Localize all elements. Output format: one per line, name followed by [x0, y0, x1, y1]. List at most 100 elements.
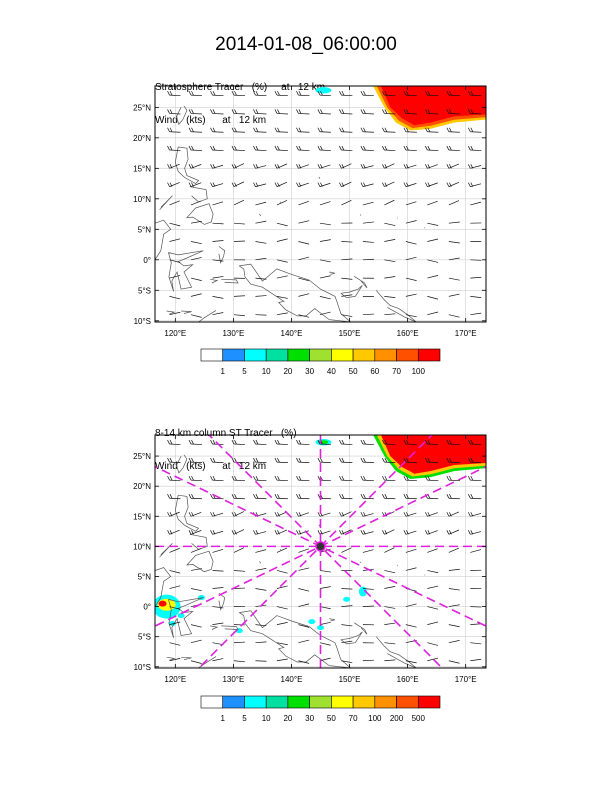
wind-barb-feather	[406, 439, 409, 445]
colorbar-label: 500	[412, 714, 426, 723]
wind-barb	[276, 296, 288, 299]
tracer-patch-core	[158, 600, 167, 607]
wind-barb-feather	[231, 109, 235, 114]
wind-barb	[233, 570, 245, 572]
wind-barb-feather	[255, 90, 259, 96]
wind-barb	[169, 94, 181, 97]
wind-barb-feather	[384, 127, 388, 132]
tracer-speck	[343, 596, 351, 602]
wind-barb	[341, 181, 352, 187]
wind-barb-feather	[339, 127, 342, 132]
wind-barb	[362, 531, 374, 535]
coastline	[396, 217, 398, 219]
wind-barb-feather	[360, 475, 364, 481]
wind-barb-feather	[363, 512, 366, 517]
wind-barb-feather	[363, 439, 366, 445]
wind-barb	[470, 131, 482, 133]
wind-barb-feather	[274, 530, 278, 535]
wind-barb-feather	[169, 530, 173, 535]
wind-barb	[362, 497, 374, 500]
wind-barb	[255, 641, 267, 644]
coastline	[186, 203, 214, 225]
wind-barb-feather	[403, 109, 407, 114]
wind-barb	[341, 640, 353, 644]
wind-barb	[448, 163, 460, 169]
coastline	[198, 656, 217, 668]
colorbar-swatch	[374, 348, 397, 362]
wind-barb	[470, 642, 482, 645]
wind-barb	[276, 461, 288, 463]
wind-barb-feather	[446, 530, 450, 535]
wind-barb-feather	[212, 145, 216, 151]
coastline	[166, 310, 176, 315]
wind-barb-feather	[167, 182, 170, 187]
wind-barb-feather	[274, 182, 278, 187]
wind-barb-feather	[277, 457, 280, 463]
coastline	[210, 625, 219, 630]
wind-barb	[319, 497, 331, 500]
wind-barb	[319, 606, 331, 610]
wind-barb-feather	[188, 457, 192, 463]
wind-barb-feather	[427, 182, 431, 187]
wind-barb-feather	[425, 109, 428, 114]
wind-barb	[448, 293, 460, 297]
wind-barb-feather	[253, 457, 256, 463]
wind-barb	[405, 94, 417, 97]
wind-barb-feather	[298, 512, 302, 517]
wind-barb-feather	[191, 109, 194, 114]
y-tick-label: 5°N	[138, 225, 152, 234]
wind-barb	[427, 642, 439, 646]
wind-barb-feather	[384, 109, 388, 114]
wind-barb	[341, 605, 353, 607]
wind-barb-feather	[360, 439, 364, 445]
wind-barb	[276, 238, 288, 242]
wind-barb	[190, 660, 202, 664]
wind-barb	[341, 149, 353, 151]
wind-barb	[276, 443, 288, 445]
wind-barb	[255, 94, 267, 97]
wind-barb	[362, 549, 374, 553]
wind-barb	[169, 658, 181, 662]
wind-barb	[362, 94, 374, 97]
wind-barb	[405, 530, 417, 535]
wind-barb-feather	[296, 145, 299, 151]
colorbar-label: 5	[242, 714, 247, 723]
wind-barb-feather	[277, 90, 280, 96]
wind-barb-feather	[468, 109, 471, 114]
wind-barb	[319, 201, 331, 206]
wind-barb-feather	[406, 90, 409, 96]
coastline	[340, 631, 363, 645]
wind-barb-feather	[470, 109, 474, 114]
wind-barb-feather	[296, 182, 299, 187]
wind-barb	[255, 220, 267, 224]
colorbar-label: 50	[327, 714, 336, 723]
wind-barb-feather	[253, 145, 256, 151]
wind-barb-feather	[210, 145, 213, 151]
wind-barb-feather	[169, 127, 173, 132]
wind-barb	[298, 567, 310, 571]
wind-barb	[319, 164, 331, 169]
colorbar-swatch	[417, 695, 441, 709]
wind-barb	[319, 586, 331, 589]
wind-barb	[470, 276, 482, 279]
wind-barb-feather	[470, 512, 474, 517]
wind-barb-feather	[167, 494, 170, 499]
wind-barb-feather	[191, 530, 194, 535]
wind-barb	[405, 201, 417, 206]
wind-barb-feather	[255, 475, 259, 481]
wind-barb	[384, 222, 396, 226]
wind-barb	[212, 94, 224, 97]
wind-barb-feather	[188, 90, 192, 96]
wind-barb-feather	[403, 457, 407, 463]
wind-barb-feather	[210, 109, 213, 114]
wind-barb	[362, 221, 374, 224]
wind-barb	[362, 241, 374, 243]
wind-barb	[190, 461, 203, 463]
wind-barb-feather	[425, 457, 428, 463]
wind-barb-feather	[363, 494, 366, 499]
colorbar-swatch	[331, 695, 354, 709]
wind-barb	[319, 239, 331, 242]
wind-barb	[276, 642, 288, 646]
wind-barb-feather	[339, 109, 342, 114]
